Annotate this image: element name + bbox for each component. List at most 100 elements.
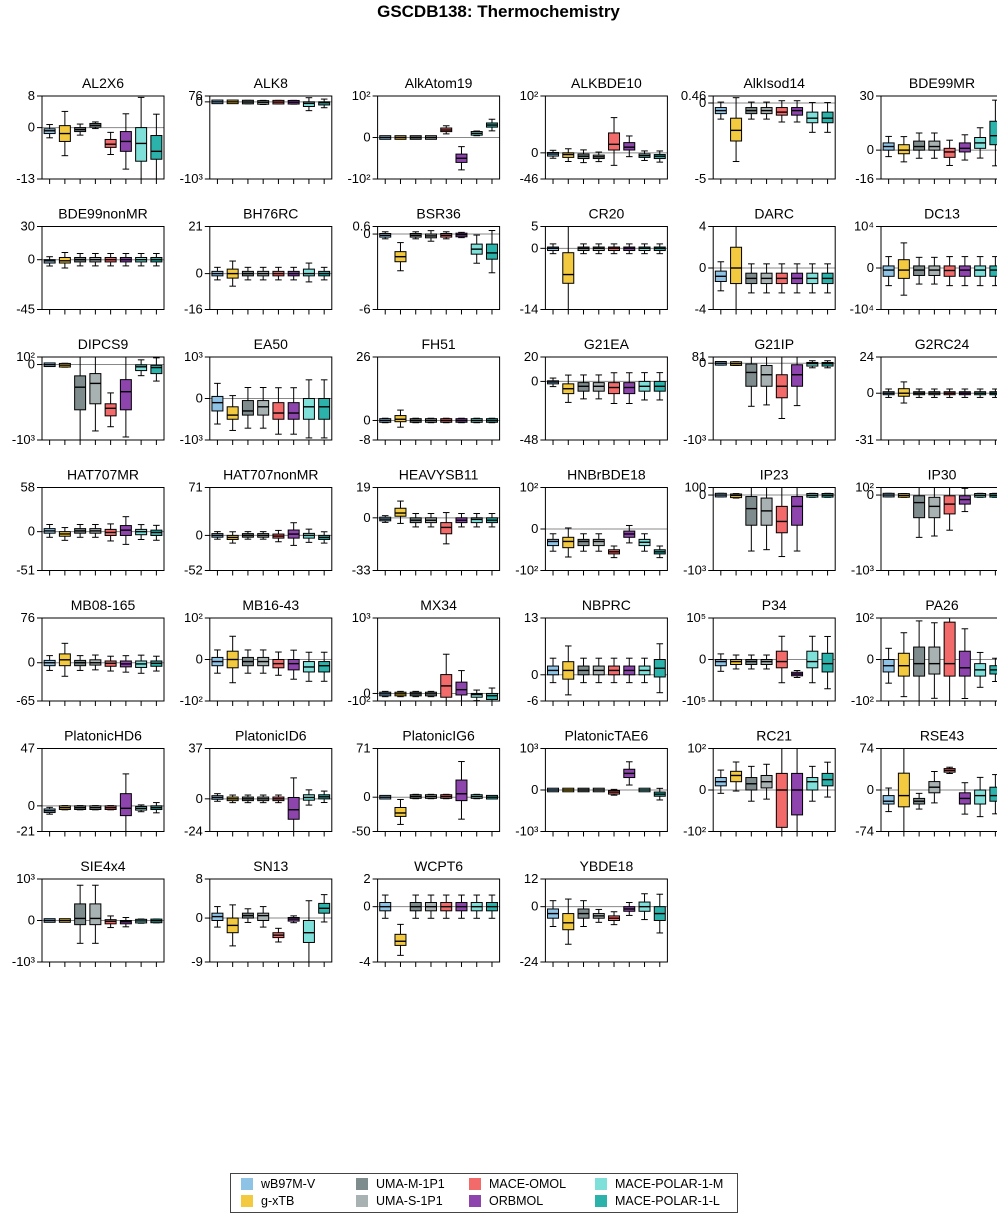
legend-item: MACE-POLAR-1-L [595,1194,720,1208]
box-mace-polar-1-l [989,492,997,498]
box-mace-polar-1-m [135,804,148,813]
box-uma-m-1p1 [241,794,254,804]
box-orbmol [623,243,636,255]
box-orbmol [455,670,468,702]
y-tick-label: -10³ [683,563,707,578]
plot-frame [712,95,836,180]
subplot-title: HNBrBDE18 [567,467,646,483]
box-uma-s-1p1 [424,690,437,698]
y-tick-label: -74 [855,824,874,839]
box-mace-omol [440,125,453,135]
box-g-xtb [394,409,407,428]
subplot-title: AL2X6 [82,75,124,91]
y-tick-label: 76 [21,610,35,625]
y-tick-label: 10³ [184,349,203,364]
box-wb97m-v [211,266,224,281]
subplot-g2rc24: G2RC24 24 0 -31 [855,336,997,447]
box-mace-omol [272,927,285,943]
box-mace-polar-1-l [150,357,163,382]
box-mace-polar-1-l [821,263,834,294]
subplot-title: YBDE18 [580,858,634,874]
box-mace-polar-1-m [638,372,651,401]
box-orbmol [791,487,804,552]
legend-item: UMA-S-1P1 [356,1194,443,1208]
subplot-hat707mr: HAT707MR 58 0 -51 [16,467,165,578]
box-uma-s-1p1 [928,132,941,159]
subplot-platonictae6: PlatonicTAE6 10³ 0 -10³ [515,728,668,839]
box-orbmol [623,524,636,544]
subplot-title: HAT707MR [67,467,139,483]
y-tick-label: -10³ [515,824,539,839]
box-g-xtb [58,805,71,811]
y-tick-label: 0 [28,655,35,670]
legend-label: MACE-POLAR-1-M [615,1177,724,1191]
box-uma-m-1p1 [577,374,590,400]
box-uma-m-1p1 [74,253,87,267]
subplot-title: SN13 [253,858,288,874]
box-uma-s-1p1 [592,243,605,255]
y-tick-label: 0 [196,527,203,542]
box-uma-s-1p1 [928,770,941,804]
box-uma-s-1p1 [760,101,773,120]
box-mace-polar-1-l [150,918,163,924]
y-tick-label: -16 [855,171,874,186]
subplot-mb16-43: MB16-43 10² 0 -10² [180,597,333,708]
box-g-xtb [226,635,239,684]
y-tick-label: -13 [16,171,35,186]
subplot-title: CR20 [589,206,625,222]
y-tick-label: 0 [196,910,203,925]
subplot-title: DARC [754,206,794,222]
y-tick-label: 0 [363,130,370,145]
box-wb97m-v [714,769,727,794]
box-uma-s-1p1 [760,654,773,670]
box-mace-polar-1-l [485,118,498,132]
y-tick-label: -10² [683,824,707,839]
box-uma-s-1p1 [760,356,773,406]
subplot-ea50: EA50 10³ 0 -10³ [180,336,333,447]
box-wb97m-v [211,531,224,540]
y-tick-label: -16 [184,302,203,317]
y-tick-label: 20 [524,349,538,364]
subplot-hnbrbde18: HNBrBDE18 10² 0 -10² [515,467,668,578]
box-mace-omol [440,231,453,240]
box-mace-polar-1-l [653,545,666,559]
y-tick-label: -46 [520,171,539,186]
box-uma-m-1p1 [74,805,87,811]
subplot-title: AlkIsod14 [743,75,805,91]
y-tick-label: 10³ [520,741,539,756]
box-mace-polar-1-m [806,492,819,498]
y-tick-label: -10² [515,563,539,578]
y-tick-label: 10² [520,88,539,103]
y-tick-label: 71 [356,741,370,756]
subplot-title: G2RC24 [915,336,970,352]
box-mace-omol [943,139,956,166]
box-uma-m-1p1 [409,135,422,140]
box-orbmol [958,487,971,513]
y-tick-label: 0 [28,524,35,539]
box-mace-polar-1-m [470,513,483,528]
box-mace-omol [272,651,285,676]
box-uma-m-1p1 [745,487,758,552]
box-uma-m-1p1 [577,657,590,684]
legend-swatch [356,1195,368,1207]
y-tick-label: 47 [21,741,35,756]
legend-swatch [241,1195,253,1207]
subplot-title: DIPCS9 [78,336,129,352]
subplot-title: BSR36 [416,206,461,222]
y-tick-label: 0.46 [681,88,706,103]
subplot-heavysb11: HEAVYSB11 19 0 -33 [352,467,501,578]
box-g-xtb [226,794,239,804]
box-mace-polar-1-m [302,262,315,283]
box-orbmol [119,253,132,267]
y-tick-label: -10² [851,693,875,708]
y-tick-label: -10³ [12,432,36,447]
box-orbmol [623,135,636,158]
box-uma-m-1p1 [913,256,926,285]
box-wb97m-v [714,653,727,672]
box-orbmol [958,256,971,287]
box-mace-omol [775,748,788,832]
y-tick-label: -10³ [12,954,36,969]
box-orbmol [623,657,636,684]
box-uma-m-1p1 [241,908,254,923]
